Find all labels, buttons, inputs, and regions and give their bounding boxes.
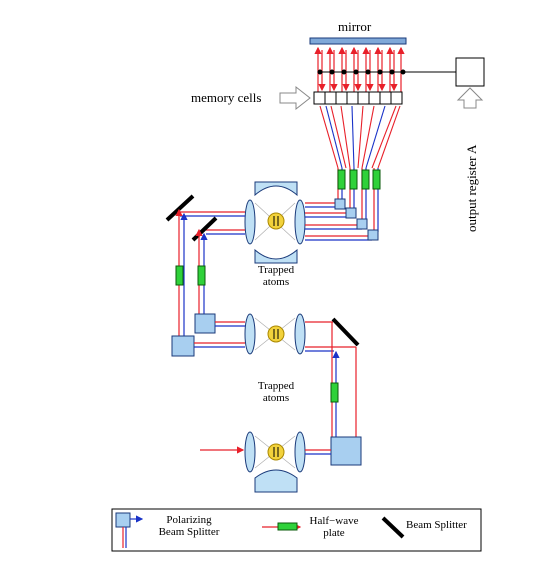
top-mirror xyxy=(309,37,407,45)
legend-bs-symbol xyxy=(381,516,405,539)
trapped-atoms-label-1: Trapped atoms xyxy=(252,264,300,288)
register-dots xyxy=(317,69,406,75)
memory-fan xyxy=(319,105,401,169)
beam-splitter-left-2 xyxy=(191,216,218,242)
top-cavity xyxy=(244,181,306,264)
legend-pbs-label: Polarizing Beam Splitter xyxy=(146,514,232,538)
halfwave-plate-right xyxy=(330,382,339,403)
halfwave-plates-left xyxy=(175,265,206,286)
trapped-atoms-1-line1: Trapped xyxy=(257,264,295,276)
legend-halfwave-line2: plate xyxy=(323,527,345,539)
memory-cells xyxy=(313,91,403,105)
output-register-box xyxy=(455,57,485,87)
legend-halfwave-label: Half−wave plate xyxy=(306,515,362,539)
top-cavity-beams xyxy=(180,202,372,241)
halfwave-plates-top xyxy=(337,169,381,190)
legend-bs-label: Beam Splitter xyxy=(406,519,467,531)
output-register-label: output register A xyxy=(464,144,479,232)
legend-halfwave-line1: Half−wave xyxy=(309,515,359,527)
trapped-atoms-2-line2: atoms xyxy=(262,392,290,404)
bottom-cavity xyxy=(244,431,306,493)
legend-pbs-line2: Beam Splitter xyxy=(158,526,220,538)
bottom-cavity-beams xyxy=(200,446,331,455)
middle-cavity xyxy=(244,313,306,355)
output-register-arrow xyxy=(456,87,484,109)
pbs-bottom xyxy=(330,436,362,466)
memory-beams xyxy=(314,46,405,92)
middle-cavity-beams xyxy=(194,321,356,352)
atom-bottom xyxy=(267,443,285,461)
pbs-column xyxy=(334,198,379,241)
beam-splitter-left-1 xyxy=(165,194,195,222)
mirror-label: mirror xyxy=(338,19,372,34)
trapped-atoms-2-line1: Trapped xyxy=(257,380,295,392)
pbs-left-upper xyxy=(194,313,216,334)
trapped-atoms-1-line2: atoms xyxy=(262,276,290,288)
legend-halfwave-symbol xyxy=(262,522,302,531)
atom-top xyxy=(267,212,285,230)
pbs-left-lower xyxy=(171,335,195,357)
legend-pbs-symbol xyxy=(115,512,144,548)
trapped-atoms-label-2: Trapped atoms xyxy=(252,380,300,404)
memory-cells-arrow xyxy=(279,85,311,111)
atom-middle xyxy=(267,325,285,343)
memory-cells-label: memory cells xyxy=(191,90,262,105)
legend-pbs-line1: Polarizing xyxy=(166,514,212,526)
beam-splitter-right xyxy=(331,317,360,347)
